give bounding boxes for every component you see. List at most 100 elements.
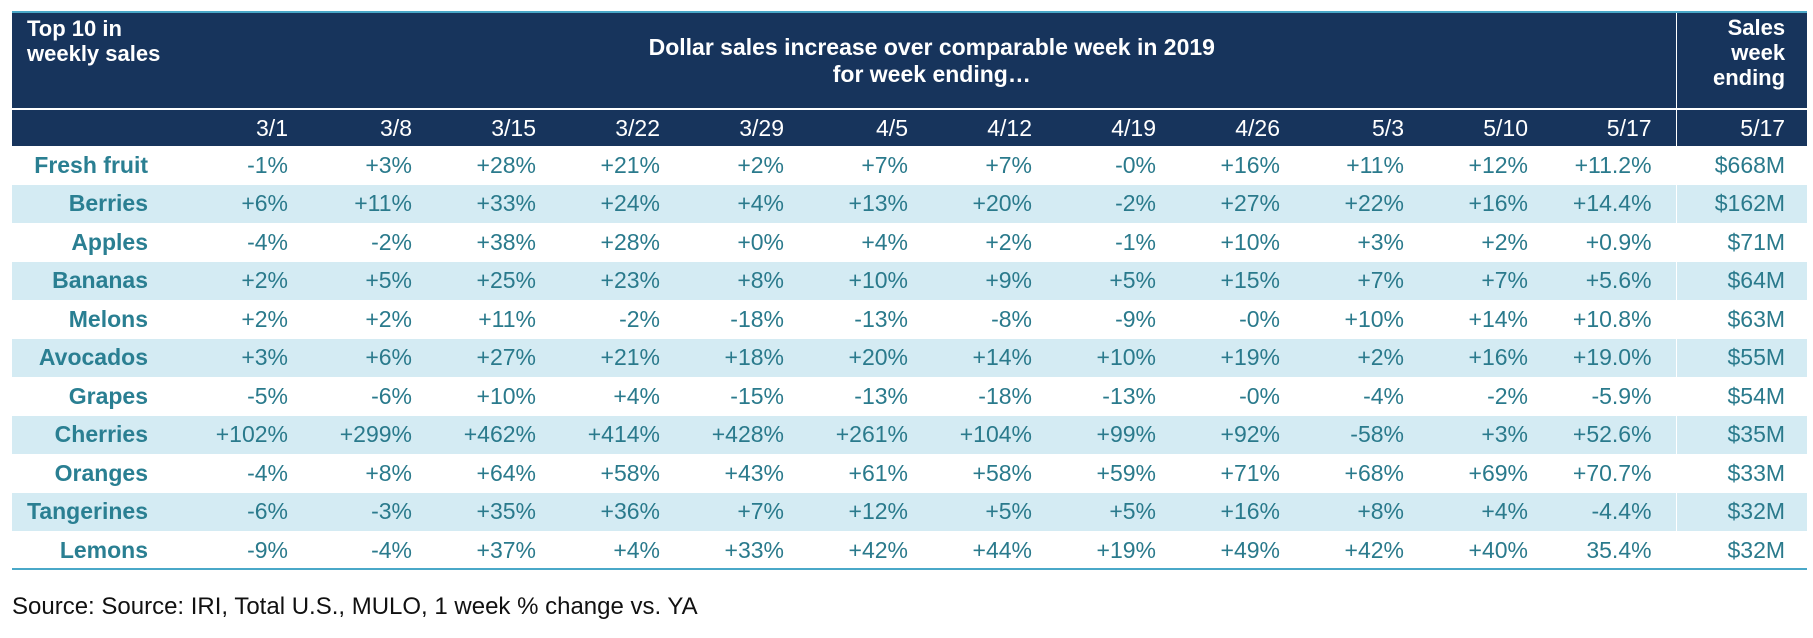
row-label: Lemons — [12, 531, 188, 570]
table-cell: +2% — [1428, 223, 1552, 262]
table-cell: +44% — [932, 531, 1056, 570]
table-cell: +462% — [436, 415, 560, 454]
table-cell: +27% — [1180, 184, 1304, 223]
table-cell: +10% — [808, 261, 932, 300]
table-cell: +27% — [436, 338, 560, 377]
table-cell: +58% — [932, 454, 1056, 493]
header-row-title: Top 10 in weekly sales Dollar sales incr… — [12, 13, 1808, 109]
table-cell: -13% — [1056, 377, 1180, 416]
week-header: 5/3 — [1304, 108, 1428, 146]
table-cell: +6% — [312, 338, 436, 377]
sales-cell: $32M — [1675, 492, 1808, 531]
table-cell: +14% — [932, 338, 1056, 377]
table-cell: 35.4% — [1552, 531, 1677, 570]
table-cell: +25% — [436, 261, 560, 300]
row-label: Grapes — [12, 377, 188, 416]
week-header: 3/29 — [684, 108, 808, 146]
table-cell: +14% — [1428, 300, 1552, 339]
table-row: Lemons -9% -4% +37% +4% +33% +42% +44% +19% +49% +… — [12, 531, 1808, 570]
table-cell: +40% — [1428, 531, 1552, 570]
table-cell: +2% — [188, 261, 312, 300]
table-cell: +19% — [1180, 338, 1304, 377]
table-cell: -15% — [684, 377, 808, 416]
table-cell: +6% — [188, 184, 312, 223]
table-cell: +36% — [560, 492, 684, 531]
table-cell: +37% — [436, 531, 560, 570]
week-header: 3/15 — [436, 108, 560, 146]
table-cell: +12% — [1428, 146, 1552, 185]
week-header-blank — [12, 108, 188, 146]
table-cell: +28% — [436, 146, 560, 185]
table-cell: +13% — [808, 184, 932, 223]
table-cell: +99% — [1056, 415, 1180, 454]
source-note: Source: Source: IRI, Total U.S., MULO, 1… — [12, 593, 698, 620]
table-cell: +5% — [1056, 492, 1180, 531]
table-cell: +428% — [684, 415, 808, 454]
table-cell: +19% — [1056, 531, 1180, 570]
table-cell: +12% — [808, 492, 932, 531]
table-cell: +33% — [684, 531, 808, 570]
table-cell: +71% — [1180, 454, 1304, 493]
table-cell: +4% — [684, 184, 808, 223]
table-cell: +7% — [1304, 261, 1428, 300]
table-cell: +414% — [560, 415, 684, 454]
table-cell: +2% — [684, 146, 808, 185]
table-cell: +7% — [684, 492, 808, 531]
table-cell: +11.2% — [1552, 146, 1677, 185]
table-cell: +4% — [560, 531, 684, 570]
table-cell: +69% — [1428, 454, 1552, 493]
table-cell: +35% — [436, 492, 560, 531]
corner-header: Top 10 in weekly sales — [12, 13, 188, 109]
table-cell: +14.4% — [1552, 184, 1677, 223]
table-cell: -8% — [932, 300, 1056, 339]
table-cell: -4.4% — [1552, 492, 1677, 531]
table-cell: +23% — [560, 261, 684, 300]
row-label: Cherries — [12, 415, 188, 454]
table-cell: +4% — [1428, 492, 1552, 531]
table-cell: +104% — [932, 415, 1056, 454]
table-cell: -9% — [1056, 300, 1180, 339]
table-cell: -4% — [1304, 377, 1428, 416]
table-cell: +59% — [1056, 454, 1180, 493]
table-cell: -13% — [808, 377, 932, 416]
table-cell: +0.9% — [1552, 223, 1677, 262]
table-row: Berries +6% +11% +33% +24% +4% +13% +20% -2% +27%… — [12, 184, 1808, 223]
table-cell: -3% — [312, 492, 436, 531]
table-cell: +5% — [1056, 261, 1180, 300]
table-cell: +299% — [312, 415, 436, 454]
table-cell: +58% — [560, 454, 684, 493]
table-row: Grapes -5% -6% +10% +4% -15% -13% -18% -13% -0% -4… — [12, 377, 1808, 416]
row-label: Apples — [12, 223, 188, 262]
table-title: Dollar sales increase over comparable we… — [188, 13, 1677, 109]
table-cell: -6% — [188, 492, 312, 531]
table-cell: -2% — [1428, 377, 1552, 416]
table-cell: -4% — [312, 531, 436, 570]
table-cell: +3% — [312, 146, 436, 185]
week-header: 4/12 — [932, 108, 1056, 146]
table-cell: +28% — [560, 223, 684, 262]
sales-cell: $32M — [1675, 531, 1808, 570]
table-cell: -2% — [1056, 184, 1180, 223]
table-cell: +22% — [1304, 184, 1428, 223]
week-header: 3/8 — [312, 108, 436, 146]
table-cell: +8% — [684, 261, 808, 300]
table-cell: +9% — [932, 261, 1056, 300]
table-row: Fresh fruit -1% +3% +28% +21% +2% +7% +7% -0% +16… — [12, 146, 1808, 185]
table-cell: +261% — [808, 415, 932, 454]
table-row: Tangerines -6% -3% +35% +36% +7% +12% +5% +5% +16… — [12, 492, 1808, 531]
sales-cell: $64M — [1675, 261, 1808, 300]
table-cell: -18% — [932, 377, 1056, 416]
table-row: Bananas +2% +5% +25% +23% +8% +10% +9% +5% +15% +7… — [12, 261, 1808, 300]
table-cell: +24% — [560, 184, 684, 223]
table-cell: +10% — [1180, 223, 1304, 262]
table-cell: +16% — [1428, 338, 1552, 377]
table-cell: +21% — [560, 338, 684, 377]
week-header: 3/22 — [560, 108, 684, 146]
table-cell: +10% — [1304, 300, 1428, 339]
table-cell: +10% — [436, 377, 560, 416]
table-cell: -18% — [684, 300, 808, 339]
table-cell: -0% — [1180, 377, 1304, 416]
sales-cell: $33M — [1675, 454, 1808, 493]
table-cell: +16% — [1180, 492, 1304, 531]
table-cell: +18% — [684, 338, 808, 377]
